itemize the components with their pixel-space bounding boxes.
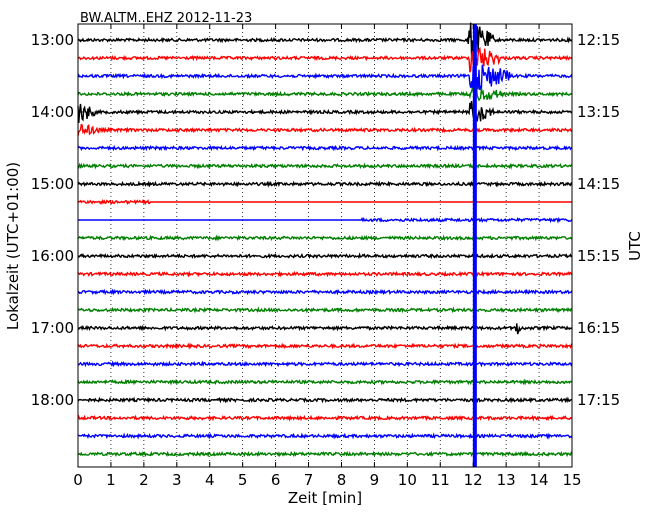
y-tick-label-left: 14:00 [31, 103, 74, 121]
y-tick-label-right: 14:15 [577, 175, 620, 193]
y-tick-label-right: 13:15 [577, 103, 620, 121]
trace-2 [77, 64, 573, 91]
y-tick-label-right: 16:15 [577, 319, 620, 337]
trace-17 [77, 342, 573, 350]
left-axis-ticks: 13:00 14:00 15:00 16:00 17:00 18:00 [31, 31, 83, 409]
trace-1 [77, 46, 573, 73]
x-axis-label: Zeit [min] [288, 489, 362, 507]
x-axis-ticks: 0 1 2 3 4 5 6 7 8 9 10 11 12 13 14 15 [73, 24, 582, 489]
spike-band [472, 24, 477, 467]
y-axis-label-right: UTC [626, 231, 644, 261]
y-axis-label-left: Lokalzeit (UTC+01:00) [4, 162, 22, 330]
x-tick-label: 1 [106, 471, 116, 489]
x-tick-label: 4 [205, 471, 215, 489]
trace-21 [77, 414, 573, 422]
x-tick-label: 11 [431, 471, 450, 489]
x-tick-label: 2 [139, 471, 149, 489]
x-tick-label: 6 [271, 471, 281, 489]
trace-14 [77, 288, 573, 296]
trace-7 [77, 162, 573, 170]
x-tick-label: 3 [172, 471, 182, 489]
chart-title: BW.ALTM..EHZ 2012-11-23 [80, 11, 253, 26]
y-tick-label-left: 16:00 [31, 247, 74, 265]
y-tick-label-left: 18:00 [31, 391, 74, 409]
y-tick-label-right: 17:15 [577, 391, 620, 409]
y-tick-label-right: 12:15 [577, 31, 620, 49]
trace-0 [77, 22, 573, 57]
trace-10 [78, 216, 573, 224]
x-tick-label: 15 [562, 471, 581, 489]
trace-9 [77, 198, 572, 206]
event-spike [472, 24, 477, 467]
trace-4 [77, 101, 573, 123]
x-tick-label: 12 [464, 471, 483, 489]
x-tick-label: 0 [73, 471, 83, 489]
trace-5 [77, 123, 573, 137]
x-tick-label: 13 [497, 471, 516, 489]
trace-13 [77, 270, 573, 278]
trace-18 [77, 360, 573, 368]
x-tick-label: 14 [530, 471, 549, 489]
trace-19 [77, 378, 573, 386]
trace-12 [77, 252, 573, 260]
x-tick-label: 9 [370, 471, 380, 489]
y-tick-label-right: 15:15 [577, 247, 620, 265]
trace-8 [77, 180, 573, 188]
trace-22 [78, 432, 573, 440]
trace-20 [77, 396, 572, 404]
seismic-traces [77, 22, 573, 458]
x-tick-label: 7 [304, 471, 314, 489]
trace-11 [77, 234, 573, 242]
x-tick-label: 8 [337, 471, 347, 489]
x-tick-label: 5 [238, 471, 248, 489]
trace-23 [77, 450, 573, 458]
y-tick-label-left: 17:00 [31, 319, 74, 337]
x-tick-label: 10 [398, 471, 417, 489]
y-tick-label-left: 13:00 [31, 31, 74, 49]
trace-3 [77, 85, 573, 103]
y-tick-label-left: 15:00 [31, 175, 74, 193]
trace-16 [77, 323, 573, 335]
plot-border [77, 23, 573, 468]
trace-6 [77, 144, 573, 152]
right-axis-ticks: 12:15 13:15 14:15 15:15 16:15 17:15 [567, 31, 620, 409]
trace-15 [77, 306, 573, 314]
